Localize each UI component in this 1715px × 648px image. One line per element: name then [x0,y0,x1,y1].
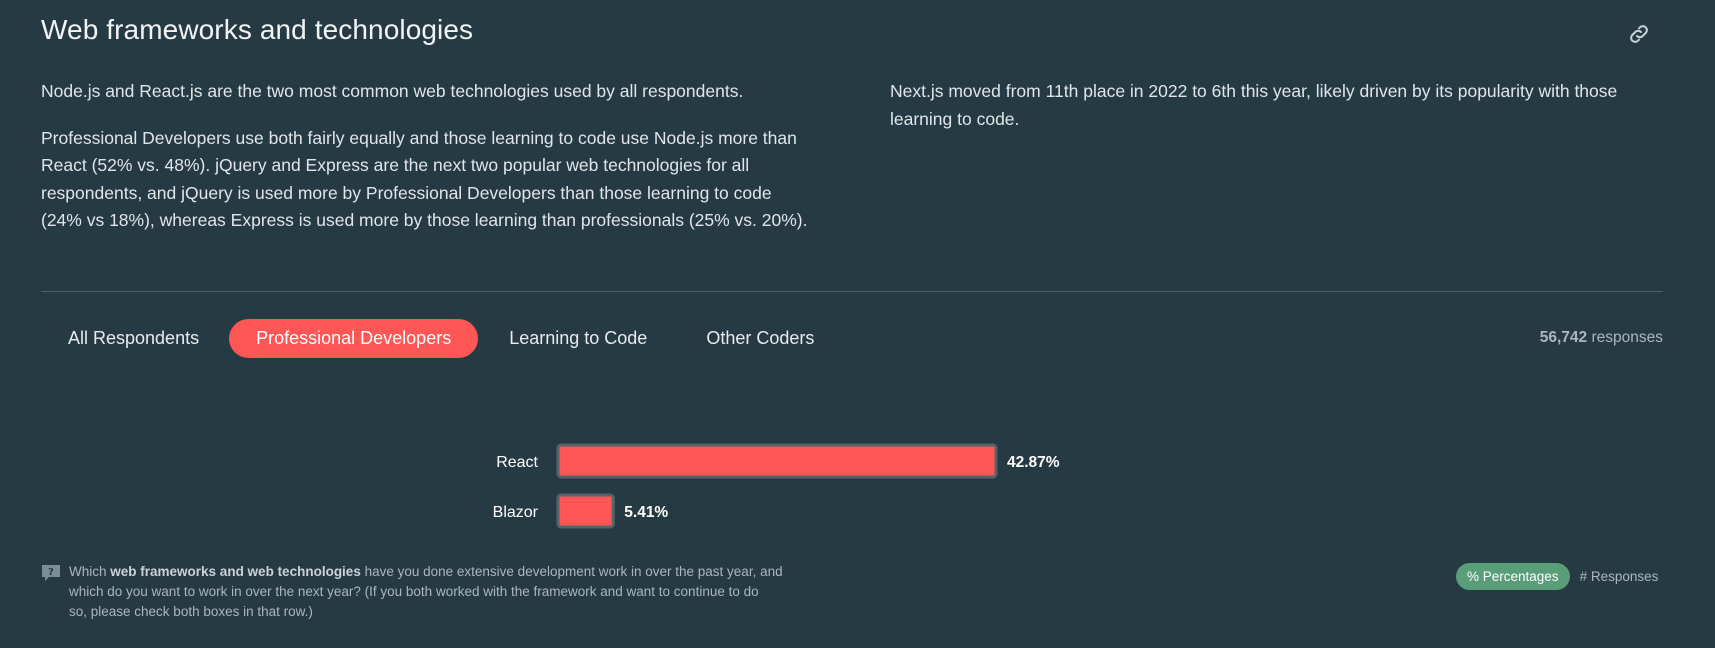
svg-text:?: ? [48,567,54,578]
summary-p2-line-2: React (52% vs. 48%). jQuery and Express … [41,155,750,175]
responses-number: 56,742 [1539,329,1588,346]
section-title: Web frameworks and technologies [41,14,474,45]
summary-right-line-2: learning to code. [890,108,1020,129]
bar-value-react: 42.87% [1007,454,1060,471]
question-line-3: so, please check both boxes in that row.… [69,604,313,619]
bar-value-blazor: 5.41% [624,504,668,521]
question-line-2: which do you want to work in over the ne… [69,584,759,599]
bar-blazor [556,493,615,529]
responses-label: responses [1591,329,1663,346]
display-toggle: % Percentages # Responses [1456,563,1658,590]
summary-right-line-1: Next.js moved from 11th place in 2022 to… [890,81,1618,101]
percentages-toggle-button[interactable]: % Percentages [1456,563,1570,590]
summary-left: Node.js and React.js are the two most co… [41,78,821,254]
survey-question: ? Which web frameworks and web technolog… [41,562,821,622]
summary-p2-line-1: Professional Developers use both fairly … [41,127,797,148]
bar-react [556,443,998,479]
responses-toggle-button[interactable]: # Responses [1579,569,1659,584]
tab-professional-developers[interactable]: Professional Developers [229,318,479,358]
bar-label-react: React [496,454,538,471]
tab-other-coders[interactable]: Other Coders [706,327,815,348]
question-text: Which web frameworks and web technologie… [69,562,814,622]
respondent-tabs: All Respondents Professional Developers … [41,318,841,358]
summary-right: Next.js moved from 11th place in 2022 to… [890,78,1670,133]
question-icon: ? [42,565,60,581]
question-bold-term: web frameworks and web technologies [110,564,361,579]
tab-learning-to-code[interactable]: Learning to Code [509,327,648,348]
section-divider [41,291,1663,292]
summary-paragraph-1: Node.js and React.js are the two most co… [41,81,744,101]
summary-paragraph-2: Professional Developers use both fairly … [41,125,821,235]
summary-p2-line-3: respondents, and jQuery is used more by … [41,182,772,203]
link-icon[interactable] [1627,22,1651,46]
bar-label-blazor: Blazor [493,504,539,521]
summary-p2-line-4: (24% vs 18%), whereas Express is used mo… [41,210,808,230]
question-line-1-rest: have you done extensive development work… [360,564,783,579]
tab-all-respondents[interactable]: All Respondents [68,327,200,348]
responses-count: 56,742 responses [1540,329,1663,347]
question-prefix: Which [69,564,111,579]
